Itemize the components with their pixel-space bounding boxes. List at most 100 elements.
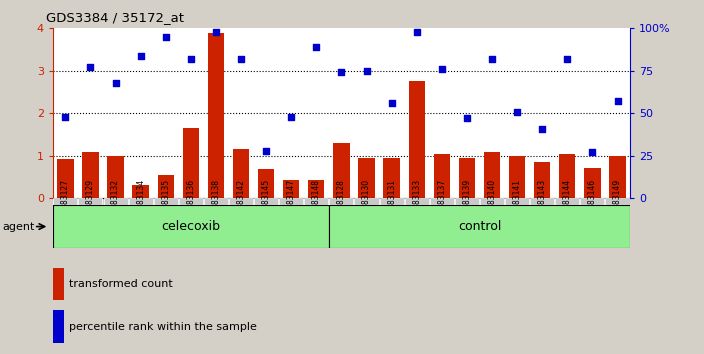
Text: transformed count: transformed count [69,279,172,289]
Text: GSM283131: GSM283131 [387,179,396,225]
Point [411,29,422,35]
Text: GSM283143: GSM283143 [538,179,547,225]
Point [436,66,448,72]
Point [160,34,171,40]
Text: GSM283147: GSM283147 [287,179,296,225]
Text: GSM283141: GSM283141 [513,179,522,225]
Bar [333,143,350,198]
Bar [103,198,127,205]
Bar [484,152,501,198]
Bar [153,198,178,205]
Bar [304,198,328,205]
Text: GSM283134: GSM283134 [136,179,145,225]
Text: celecoxib: celecoxib [161,220,220,233]
Text: agent: agent [2,222,34,232]
Bar [179,198,203,205]
Point [336,70,347,75]
Text: GSM283136: GSM283136 [187,179,195,225]
Text: GSM283145: GSM283145 [262,179,270,225]
Point [60,114,71,120]
Bar [54,198,77,205]
Bar [158,175,174,198]
Bar [530,198,554,205]
Point [135,53,146,58]
Text: GSM283148: GSM283148 [312,179,321,225]
Text: GSM283127: GSM283127 [61,179,70,225]
Text: GSM283146: GSM283146 [588,179,597,225]
Bar [204,198,228,205]
Bar [53,205,329,248]
Point [235,56,246,62]
Bar [53,268,64,300]
Text: GSM283138: GSM283138 [211,179,220,225]
Bar [405,198,429,205]
Bar [384,158,400,198]
Text: GDS3384 / 35172_at: GDS3384 / 35172_at [46,11,184,24]
Point [486,56,498,62]
Text: percentile rank within the sample: percentile rank within the sample [69,321,257,332]
Bar [559,154,575,198]
Text: GSM283144: GSM283144 [562,179,572,225]
Bar [208,33,224,198]
Bar [183,128,199,198]
Bar [129,198,153,205]
Bar [229,198,253,205]
Text: GSM283128: GSM283128 [337,179,346,225]
Bar [580,198,605,205]
Point [310,44,322,50]
Point [562,56,573,62]
Bar [53,310,64,343]
Bar [308,180,325,198]
Point [361,68,372,74]
Bar [132,185,149,198]
Bar [408,81,425,198]
Bar [505,198,529,205]
Bar [605,198,629,205]
Bar [329,198,353,205]
Point [612,98,623,104]
Bar [283,180,299,198]
Text: GSM283140: GSM283140 [488,179,496,225]
Bar [534,162,551,198]
Bar [455,198,479,205]
Text: GSM283135: GSM283135 [161,179,170,225]
Bar [459,158,475,198]
Bar [78,198,103,205]
Point [461,115,472,121]
Text: GSM283132: GSM283132 [111,179,120,225]
Text: GSM283139: GSM283139 [463,179,472,225]
Bar [254,198,278,205]
Bar [584,168,601,198]
Point [210,29,222,35]
Bar [82,152,99,198]
Bar [329,205,630,248]
Point [286,114,297,120]
Text: GSM283137: GSM283137 [437,179,446,225]
Text: GSM283129: GSM283129 [86,179,95,225]
Point [512,109,523,114]
Text: GSM283142: GSM283142 [237,179,246,225]
Bar [358,158,375,198]
Point [536,126,548,131]
Bar [480,198,504,205]
Bar [379,198,403,205]
Bar [279,198,303,205]
Bar [258,169,275,198]
Bar [57,159,73,198]
Bar [429,198,454,205]
Point [386,100,397,106]
Bar [434,154,450,198]
Bar [509,156,525,198]
Point [185,56,196,62]
Text: GSM283130: GSM283130 [362,179,371,225]
Text: GSM283133: GSM283133 [413,179,421,225]
Bar [233,149,249,198]
Bar [555,198,579,205]
Point [110,80,121,86]
Bar [108,156,124,198]
Text: GSM283149: GSM283149 [613,179,622,225]
Bar [355,198,379,205]
Text: control: control [458,220,501,233]
Bar [610,156,626,198]
Point [587,149,598,155]
